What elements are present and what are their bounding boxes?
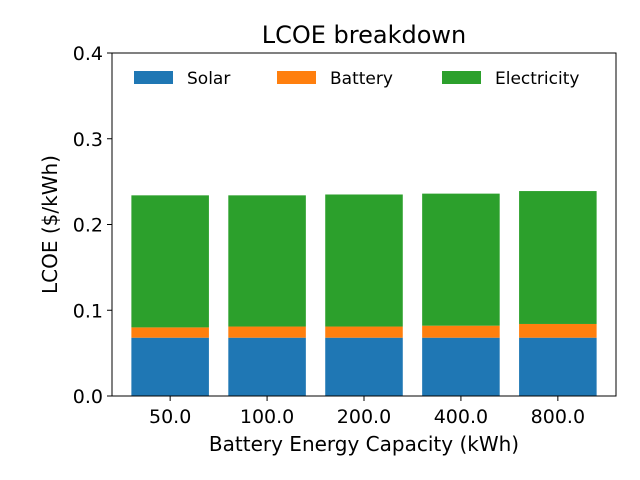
x-tick-label-4: 800.0 xyxy=(531,406,585,428)
bar-battery-3 xyxy=(422,325,500,338)
bar-solar-4 xyxy=(519,337,597,396)
legend-swatch-electricity xyxy=(442,71,481,84)
x-tick-label-1: 100.0 xyxy=(240,406,294,428)
bar-electricity-3 xyxy=(422,193,500,326)
x-axis: 50.0 100.0 200.0 400.0 800.0 xyxy=(149,396,585,428)
bar-electricity-1 xyxy=(228,195,306,327)
chart-title: LCOE breakdown xyxy=(262,21,467,49)
legend-swatch-battery xyxy=(277,71,316,84)
bar-solar-3 xyxy=(422,337,500,396)
bar-solar-1 xyxy=(228,337,306,396)
bar-battery-0 xyxy=(131,327,209,338)
y-axis-label: LCOE ($/kWh) xyxy=(38,155,62,294)
x-tick-label-0: 50.0 xyxy=(149,406,191,428)
bar-battery-1 xyxy=(228,326,306,338)
y-tick-label-1: 0.1 xyxy=(73,300,103,322)
legend-swatch-solar xyxy=(134,71,173,84)
bar-battery-4 xyxy=(519,323,597,338)
legend-label-electricity: Electricity xyxy=(495,69,579,89)
legend: Solar Battery Electricity xyxy=(134,69,579,89)
bar-electricity-2 xyxy=(325,194,403,327)
bar-battery-2 xyxy=(325,326,403,338)
y-tick-label-4: 0.4 xyxy=(73,43,103,65)
legend-label-solar: Solar xyxy=(187,69,230,89)
x-axis-label: Battery Energy Capacity (kWh) xyxy=(209,432,519,456)
bar-solar-2 xyxy=(325,337,403,396)
y-axis: 0.0 0.1 0.2 0.3 0.4 xyxy=(73,43,112,408)
bar-electricity-4 xyxy=(519,191,597,324)
legend-label-battery: Battery xyxy=(330,69,393,89)
y-tick-label-3: 0.3 xyxy=(73,129,103,151)
bars-layer xyxy=(131,191,597,396)
bar-solar-0 xyxy=(131,337,209,396)
bar-electricity-0 xyxy=(131,195,209,328)
y-tick-label-2: 0.2 xyxy=(73,215,103,237)
x-tick-label-2: 200.0 xyxy=(337,406,391,428)
x-tick-label-3: 400.0 xyxy=(434,406,488,428)
y-tick-label-0: 0.0 xyxy=(73,386,103,408)
